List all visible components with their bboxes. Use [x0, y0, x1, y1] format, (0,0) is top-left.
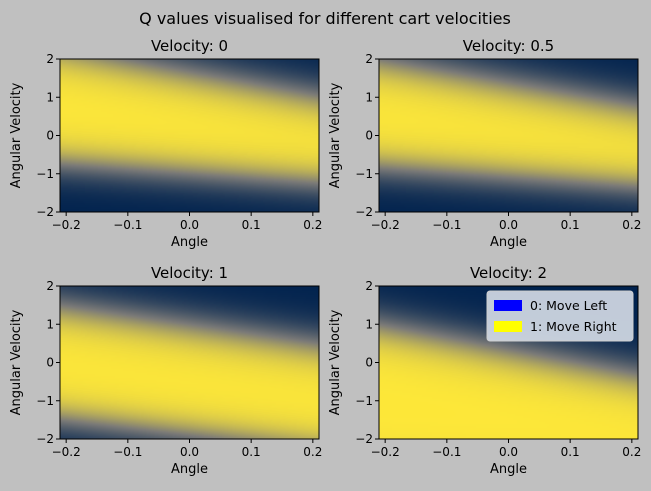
x-tick-label: −0.1 — [432, 445, 461, 459]
y-tick-label: −2 — [355, 432, 373, 446]
subplot-2: −0.2 −0.1 0.0 0.1 0.2 −2 −1 0 1 2 Velocity: 0.5 Ang… — [328, 37, 641, 250]
figure-suptitle: Q values visualised for different cart v… — [139, 9, 511, 28]
subplot-title: Velocity: 0 — [151, 37, 228, 55]
subplots: −0.2 −0.1 0.0 0.1 0.2 −2 −1 0 1 2 Velocity: 0 Angle… — [9, 37, 641, 477]
heatmap-image — [60, 286, 319, 439]
x-tick-label: 0.0 — [499, 445, 518, 459]
x-tick-label: −0.2 — [371, 445, 400, 459]
x-tick-label: 0.1 — [561, 445, 580, 459]
y-tick-label: −2 — [355, 205, 373, 219]
x-tick-label: 0.2 — [303, 445, 322, 459]
legend-swatch — [494, 321, 522, 332]
legend-swatch — [494, 300, 522, 311]
x-axis-label: Angle — [490, 235, 527, 250]
subplot-title: Velocity: 1 — [151, 264, 228, 282]
x-tick-label: 0.1 — [242, 445, 261, 459]
y-tick-label: 2 — [365, 279, 373, 293]
y-tick-label: −1 — [36, 167, 54, 181]
x-axis-label: Angle — [171, 235, 208, 250]
heatmap-image — [379, 59, 638, 212]
legend-label: 1: Move Right — [530, 319, 617, 334]
x-tick-label: −0.2 — [371, 218, 400, 232]
x-tick-label: −0.1 — [113, 218, 142, 232]
legend-label: 0: Move Left — [530, 298, 607, 313]
y-tick-label: −1 — [355, 394, 373, 408]
y-tick-label: 1 — [365, 317, 373, 331]
y-tick-label: 0 — [46, 129, 54, 143]
x-tick-label: 0.2 — [303, 218, 322, 232]
y-tick-label: 1 — [365, 90, 373, 104]
subplot-1: −0.2 −0.1 0.0 0.1 0.2 −2 −1 0 1 2 Velocity: 0 Angle… — [9, 37, 322, 250]
x-tick-label: 0.0 — [180, 445, 199, 459]
x-tick-label: 0.2 — [622, 445, 641, 459]
y-tick-label: −1 — [36, 394, 54, 408]
y-tick-label: 1 — [46, 90, 54, 104]
x-axis-label: Angle — [171, 462, 208, 477]
legend: 0: Move Left 1: Move Right — [486, 290, 634, 342]
x-tick-label: 0.1 — [242, 218, 261, 232]
y-axis-label: Angular Velocity — [9, 309, 24, 415]
y-tick-label: −2 — [36, 432, 54, 446]
y-tick-label: 0 — [46, 356, 54, 370]
y-axis-label: Angular Velocity — [328, 309, 343, 415]
x-tick-label: 0.0 — [180, 218, 199, 232]
x-tick-label: −0.2 — [52, 445, 81, 459]
x-tick-label: −0.1 — [432, 218, 461, 232]
legend-frame — [486, 290, 634, 342]
y-tick-label: 2 — [46, 52, 54, 66]
x-tick-label: −0.2 — [52, 218, 81, 232]
y-axis-label: Angular Velocity — [9, 82, 24, 188]
y-axis-label: Angular Velocity — [328, 82, 343, 188]
x-tick-label: −0.1 — [113, 445, 142, 459]
x-tick-label: 0.1 — [561, 218, 580, 232]
y-tick-label: 0 — [365, 356, 373, 370]
subplot-3: −0.2 −0.1 0.0 0.1 0.2 −2 −1 0 1 2 Velocity: 1 Angle… — [9, 264, 322, 477]
x-tick-label: 0.2 — [622, 218, 641, 232]
x-tick-label: 0.0 — [499, 218, 518, 232]
y-tick-label: 0 — [365, 129, 373, 143]
x-axis-label: Angle — [490, 462, 527, 477]
y-tick-label: 2 — [46, 279, 54, 293]
subplot-title: Velocity: 0.5 — [463, 37, 554, 55]
y-tick-label: −2 — [36, 205, 54, 219]
y-tick-label: 2 — [365, 52, 373, 66]
heatmap-image — [60, 59, 319, 212]
y-tick-label: −1 — [355, 167, 373, 181]
subplot-title: Velocity: 2 — [470, 264, 547, 282]
subplot-4: −0.2 −0.1 0.0 0.1 0.2 −2 −1 0 1 2 Velocity: 2 Angle… — [328, 264, 641, 477]
y-tick-label: 1 — [46, 317, 54, 331]
